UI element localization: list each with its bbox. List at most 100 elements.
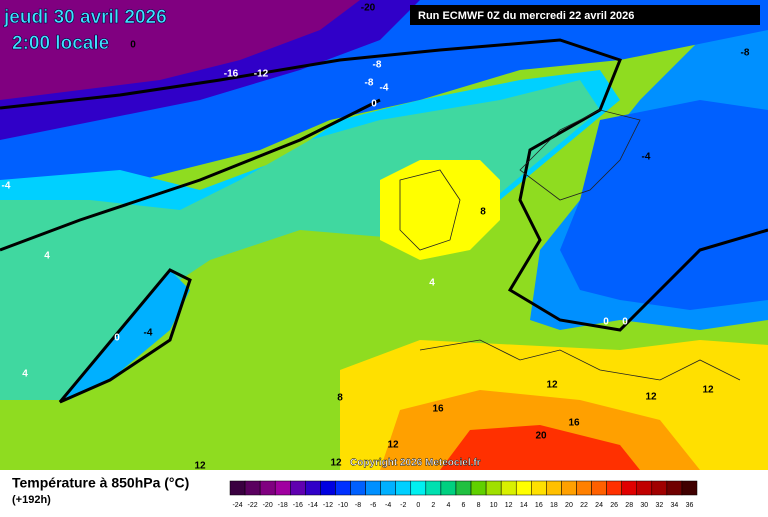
scale-swatch bbox=[455, 480, 472, 496]
scale-label: 18 bbox=[550, 502, 558, 509]
scale-label: 12 bbox=[505, 502, 513, 509]
cold-core bbox=[560, 100, 768, 310]
run-info: Run ECMWF 0Z du mercredi 22 avril 2026 bbox=[418, 10, 634, 22]
contour-label: -4 bbox=[642, 152, 651, 163]
scale-label: -24 bbox=[232, 502, 242, 509]
contour-label: 0 bbox=[371, 99, 377, 110]
scale-label: 32 bbox=[655, 502, 663, 509]
scale-label: -16 bbox=[293, 502, 303, 509]
scale-label: 22 bbox=[580, 502, 588, 509]
contour-label: 12 bbox=[546, 380, 558, 391]
scale-label: -10 bbox=[338, 502, 348, 509]
contour-label: 0 bbox=[603, 317, 609, 328]
contour-label: 0 bbox=[622, 317, 628, 328]
scale-label: 34 bbox=[671, 502, 679, 509]
scale-label: -6 bbox=[370, 502, 376, 509]
scale-label: 36 bbox=[686, 502, 694, 509]
scale-swatch bbox=[606, 480, 622, 496]
scale-swatch bbox=[290, 480, 306, 496]
scale-swatch bbox=[636, 480, 653, 496]
contour-label: -12 bbox=[254, 69, 269, 80]
scale-swatch bbox=[380, 480, 396, 496]
scale-swatch bbox=[591, 480, 607, 496]
contour-label: 0 bbox=[130, 40, 136, 51]
contour-label: -8 bbox=[741, 48, 750, 59]
scale-label: 6 bbox=[462, 502, 466, 509]
scale-swatch bbox=[531, 480, 547, 496]
date: jeudi 30 avril 2026 bbox=[3, 7, 167, 28]
scale-swatch bbox=[305, 480, 321, 496]
scale-swatch bbox=[621, 480, 637, 496]
scale-swatch bbox=[681, 480, 698, 496]
contour-label: -8 bbox=[365, 78, 374, 89]
scale-swatch bbox=[365, 480, 381, 496]
scale-swatch bbox=[320, 480, 336, 496]
coastlines bbox=[399, 109, 741, 381]
scale-swatch bbox=[470, 480, 487, 496]
footer-title: Température à 850hPa (°C) bbox=[12, 475, 189, 491]
scale-label: -20 bbox=[263, 502, 273, 509]
scale-label: -8 bbox=[355, 502, 361, 509]
scale-swatch bbox=[440, 480, 457, 496]
contour-label: -4 bbox=[380, 83, 389, 94]
contour-label: 4 bbox=[44, 251, 50, 262]
contour-label: -4 bbox=[144, 328, 153, 339]
contour-label: 12 bbox=[702, 385, 714, 396]
run-banner bbox=[410, 5, 760, 25]
scale-label: 30 bbox=[640, 502, 648, 509]
scale-swatch bbox=[259, 480, 276, 496]
purple bbox=[0, 0, 360, 100]
scale-label: -4 bbox=[385, 502, 391, 509]
warm-blob bbox=[380, 160, 500, 260]
color-scale: -24 -22 -20 -18 -16 -14 -12 -10 -8 -6 -4 -2 0 2 4 6 8 10 1… bbox=[229, 480, 698, 509]
copyright: Copyright 2026 Meteociel.fr bbox=[350, 458, 481, 469]
scale-label: 4 bbox=[446, 502, 450, 509]
contour-label: -4 bbox=[2, 181, 11, 192]
scale-swatch bbox=[229, 480, 246, 496]
footer-lead: (+192h) bbox=[12, 494, 51, 506]
scale-swatch bbox=[244, 480, 261, 496]
scale-label: 20 bbox=[565, 502, 573, 509]
contour-label: 12 bbox=[194, 461, 206, 472]
scale-label: 2 bbox=[431, 502, 435, 509]
scale-swatch bbox=[395, 480, 412, 496]
scale-label: 10 bbox=[490, 502, 498, 509]
scale-swatch bbox=[274, 480, 291, 496]
scale-swatch bbox=[500, 480, 517, 496]
contour-label: 12 bbox=[330, 458, 342, 469]
scale-label: -2 bbox=[400, 502, 406, 509]
contour-label: 12 bbox=[645, 392, 657, 403]
south-hottest bbox=[440, 425, 640, 470]
local-time: 2:00 locale bbox=[12, 33, 109, 54]
scale-label: 0 bbox=[416, 502, 420, 509]
contour-label: 16 bbox=[568, 418, 580, 429]
contour-label: -20 bbox=[361, 3, 376, 14]
contour-label: 4 bbox=[429, 278, 435, 289]
scale-label: 24 bbox=[595, 502, 603, 509]
contour-label: 12 bbox=[387, 440, 399, 451]
scale-swatch bbox=[576, 480, 592, 496]
scale-label: -22 bbox=[248, 502, 258, 509]
scale-label: 8 bbox=[477, 502, 481, 509]
scale-label: 14 bbox=[520, 502, 528, 509]
contour-label: -8 bbox=[373, 60, 382, 71]
zero-isotherm bbox=[0, 38, 768, 404]
scale-label: 28 bbox=[625, 502, 633, 509]
scale-swatch bbox=[515, 480, 532, 496]
scale-swatch bbox=[425, 480, 442, 496]
contour-label: 8 bbox=[337, 393, 343, 404]
scale-label: -14 bbox=[308, 502, 318, 509]
scale-label: -18 bbox=[278, 502, 288, 509]
contour-label: 16 bbox=[432, 404, 444, 415]
contour-label: 8 bbox=[480, 207, 486, 218]
cold-pocket bbox=[60, 270, 190, 400]
scale-label: -12 bbox=[323, 502, 333, 509]
scale-swatch bbox=[666, 480, 683, 496]
contour-label: -16 bbox=[224, 69, 239, 80]
scale-swatch bbox=[561, 480, 577, 496]
scale-swatch bbox=[410, 480, 427, 496]
scale-swatch bbox=[546, 480, 562, 496]
scale-swatch bbox=[485, 480, 502, 496]
contour-label: 4 bbox=[22, 369, 28, 380]
